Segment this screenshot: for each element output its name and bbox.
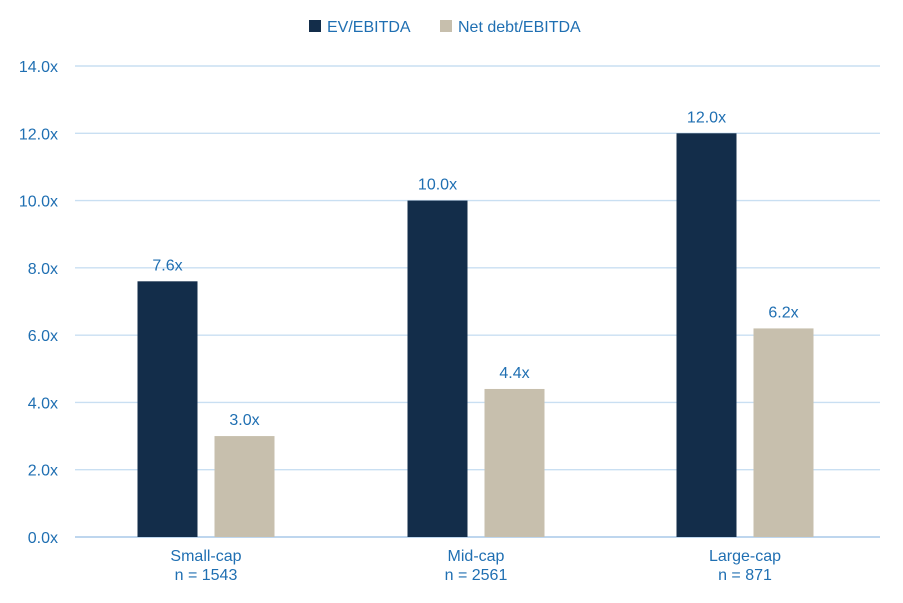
bar (753, 328, 814, 537)
bar (137, 281, 198, 537)
gridlines (75, 65, 880, 538)
y-tick-label: 4.0x (28, 395, 58, 412)
x-category-label: Large-cap (709, 548, 781, 565)
bar (484, 388, 545, 537)
x-category-label: Small-cap (170, 548, 241, 565)
data-label: 12.0x (687, 109, 726, 126)
data-label: 6.2x (768, 304, 798, 321)
x-category-label: Mid-cap (448, 548, 505, 565)
legend-label: EV/EBITDA (327, 19, 411, 36)
x-category-label: n = 871 (718, 567, 772, 584)
y-axis-tick-labels: 0.0x 2.0x 4.0x 6.0x 8.0x 10.0x 12.0x 14.0x (19, 59, 58, 547)
bar (676, 133, 737, 538)
x-category-label: n = 1543 (175, 567, 238, 584)
bar (214, 436, 275, 537)
legend-swatch (440, 20, 452, 32)
data-label: 10.0x (418, 177, 457, 194)
legend-swatch (309, 20, 321, 32)
y-tick-label: 2.0x (28, 463, 58, 480)
data-label: 7.6x (152, 257, 182, 274)
bar (407, 200, 468, 538)
legend-label: Net debt/EBITDA (458, 19, 581, 36)
chart-legend: EV/EBITDA Net debt/EBITDA (309, 19, 581, 36)
y-tick-label: 6.0x (28, 328, 58, 345)
y-tick-label: 14.0x (19, 59, 58, 76)
y-tick-label: 0.0x (28, 530, 58, 547)
bars (137, 133, 814, 538)
x-axis-category-labels: Small-cap n = 1543 Mid-cap n = 2561 Large-ca… (170, 548, 781, 584)
data-labels: 7.6x 10.0x 12.0x 3.0x 4.4x 6.2x (152, 109, 798, 429)
y-tick-label: 12.0x (19, 126, 58, 143)
data-label: 3.0x (229, 412, 259, 429)
y-tick-label: 8.0x (28, 261, 58, 278)
data-label: 4.4x (499, 365, 529, 382)
x-category-label: n = 2561 (445, 567, 508, 584)
y-tick-label: 10.0x (19, 194, 58, 211)
